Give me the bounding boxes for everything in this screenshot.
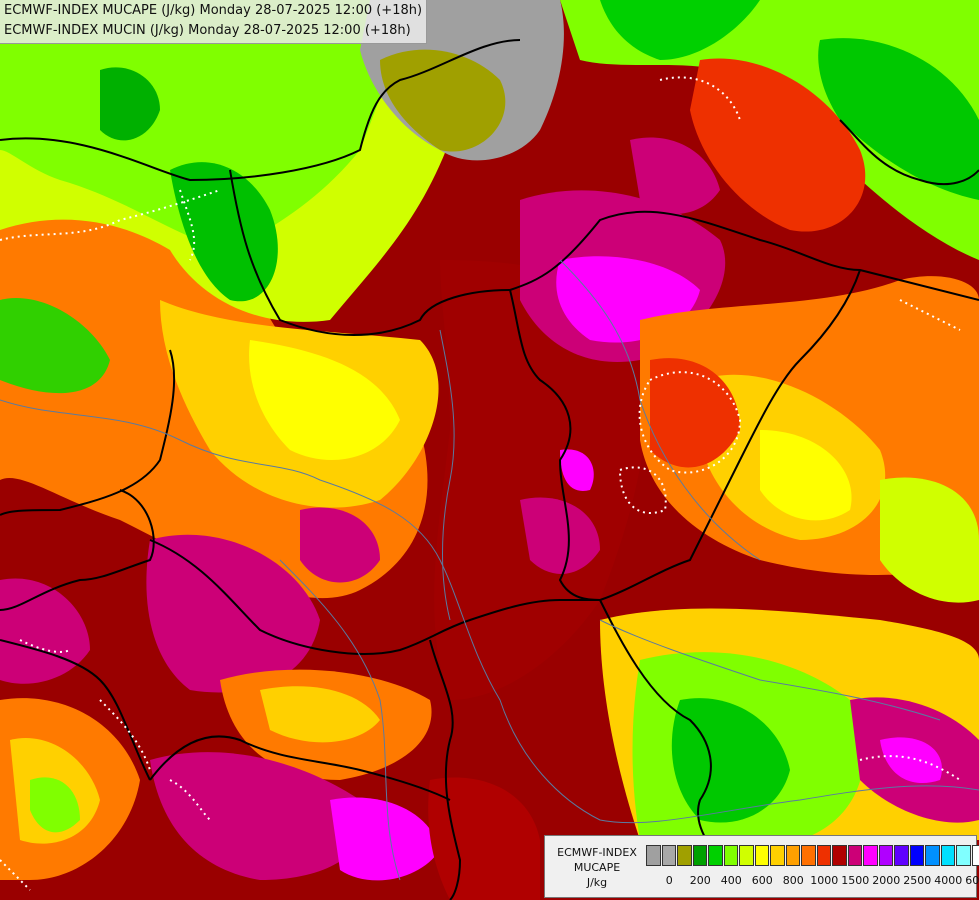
legend-swatch [785,845,800,866]
legend-tick-label: 0 [665,874,673,887]
legend-tick-label: 1000 [810,874,839,887]
legend-swatch [677,845,692,866]
legend-tick-label: 6000 [965,874,979,887]
legend-tick-label: 2500 [903,874,932,887]
legend-swatch [723,845,738,866]
legend-tick-label: 400 [720,874,742,887]
legend-swatch [661,845,676,866]
legend-swatch [754,845,769,866]
legend-model-label: ECMWF-INDEX [557,846,637,859]
legend-unit-label: J/kg [586,876,608,889]
legend-swatch [878,845,893,866]
legend-swatch [646,845,661,866]
legend-swatch [940,845,955,866]
legend-tick-label: 600 [751,874,773,887]
legend-swatch [971,845,979,866]
legend-swatch [925,845,940,866]
mucin-title: ECMWF-INDEX MUCIN (J/kg) Monday 28-07-20… [4,23,411,38]
legend-swatch [739,845,754,866]
legend-swatch [801,845,816,866]
legend-swatch [832,845,847,866]
legend-swatch [894,845,909,866]
mucape-title: ECMWF-INDEX MUCAPE (J/kg) Monday 28-07-2… [4,3,423,18]
mucin-contours [0,76,961,891]
legend-label: ECMWF-INDEX MUCAPE J/kg [549,845,645,890]
rivers [0,259,979,881]
legend-tick-label: 4000 [934,874,963,887]
legend-swatch [708,845,723,866]
legend-tick-label: 1500 [841,874,870,887]
legend-tick-label: 200 [689,874,711,887]
legend-tick-label: 2000 [872,874,901,887]
legend-tick-label: 800 [782,874,804,887]
legend-swatch [770,845,785,866]
legend-swatch [863,845,878,866]
legend-swatch [816,845,831,866]
legend-swatch [692,845,707,866]
legend-field-label: MUCAPE [573,861,621,874]
map-title-box: ECMWF-INDEX MUCAPE (J/kg) Monday 28-07-2… [0,0,428,44]
legend-color-bar [646,845,979,866]
country-borders [0,39,979,900]
legend-swatch [956,845,971,866]
color-legend: ECMWF-INDEX MUCAPE J/kg 0 200 400 600 800 100… [544,835,979,898]
legend-swatch [909,845,924,866]
legend-swatch [847,845,862,866]
